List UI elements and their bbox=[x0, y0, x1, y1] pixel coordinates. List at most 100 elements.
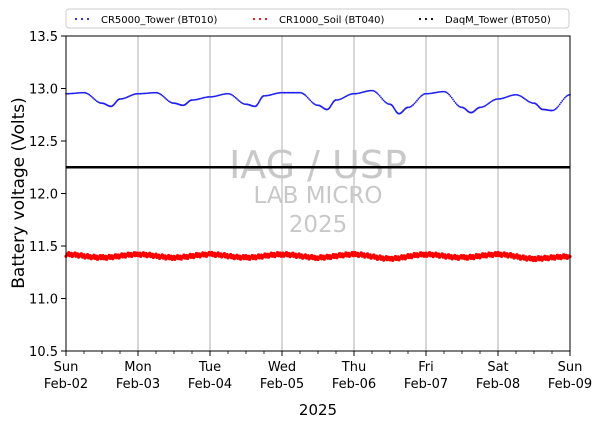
series-0-point bbox=[385, 101, 388, 104]
series-0-point bbox=[137, 92, 139, 95]
series-1-point bbox=[144, 251, 148, 256]
series-0-point bbox=[351, 92, 354, 95]
series-0-point bbox=[295, 91, 298, 94]
series-0-point bbox=[531, 102, 534, 104]
series-0-point bbox=[81, 91, 84, 94]
series-0-point bbox=[515, 93, 517, 96]
series-0-point bbox=[77, 91, 80, 94]
series-0-point bbox=[413, 102, 416, 105]
x-tick-label: Feb-02 bbox=[44, 377, 88, 392]
x-tick-label: Feb-06 bbox=[332, 377, 376, 392]
series-0-point bbox=[446, 92, 449, 95]
series-1-point bbox=[163, 254, 167, 258]
series-1-point bbox=[235, 253, 239, 257]
series-0-point bbox=[525, 99, 528, 101]
series-0-point bbox=[419, 95, 422, 98]
series-0-point bbox=[76, 92, 79, 94]
series-1-point bbox=[511, 253, 515, 257]
series-0-point bbox=[521, 96, 524, 99]
series-0-point bbox=[142, 92, 145, 95]
series-1-point bbox=[362, 252, 366, 256]
x-tick-label: Feb-08 bbox=[476, 377, 520, 392]
series-1-point bbox=[440, 252, 444, 256]
series-0-point bbox=[90, 95, 93, 98]
legend-marker-2 bbox=[418, 17, 422, 21]
series-0-point bbox=[93, 98, 96, 101]
series-0-point bbox=[297, 91, 300, 94]
series-0-point bbox=[95, 100, 98, 103]
series-0-point bbox=[209, 96, 211, 98]
series-0-point bbox=[305, 95, 308, 98]
series-0-point bbox=[513, 93, 516, 96]
series-0-point bbox=[353, 92, 355, 95]
series-1-point bbox=[231, 253, 235, 258]
x-tick-day: Mon bbox=[124, 360, 151, 375]
series-0-point bbox=[457, 104, 460, 107]
series-0-point bbox=[80, 91, 83, 94]
series-0-point bbox=[524, 98, 526, 100]
series-0-point bbox=[89, 94, 92, 97]
series-0-point bbox=[164, 97, 166, 99]
series-1-point bbox=[225, 252, 229, 257]
series-0-point bbox=[296, 91, 299, 94]
x-tick-label: Feb-09 bbox=[548, 377, 592, 392]
series-1-point bbox=[449, 254, 453, 258]
series-0-point bbox=[495, 98, 498, 101]
series-0-point bbox=[304, 94, 307, 96]
series-0-point bbox=[380, 96, 382, 99]
series-0-point bbox=[449, 95, 452, 98]
y-tick-label: 13.5 bbox=[29, 30, 58, 45]
watermark-line-2: LAB MICRO bbox=[254, 183, 383, 209]
series-1-point bbox=[160, 253, 164, 257]
series-0-point bbox=[286, 91, 289, 94]
series-0-point bbox=[119, 98, 121, 100]
legend-box bbox=[65, 8, 570, 29]
series-1-point bbox=[446, 253, 451, 257]
x-tick-label: Feb-03 bbox=[116, 377, 160, 392]
series-1-point bbox=[222, 251, 226, 256]
series-0-point bbox=[284, 91, 287, 94]
series-0-point bbox=[485, 104, 488, 106]
watermark: IAG / USP LAB MICRO 2025 bbox=[229, 143, 407, 238]
series-0-point bbox=[382, 99, 385, 102]
series-0-point bbox=[148, 92, 151, 94]
y-axis-title: Battery voltage (Volts) bbox=[9, 97, 29, 288]
y-tick-label: 11.0 bbox=[29, 293, 58, 308]
series-0-point bbox=[455, 103, 458, 106]
x-tick-day: Sun bbox=[54, 360, 79, 375]
series-1-point bbox=[368, 253, 372, 257]
legend-marker-1 bbox=[258, 17, 262, 21]
series-0-point bbox=[421, 94, 424, 97]
legend-marker-0 bbox=[86, 17, 90, 21]
series-0-point bbox=[162, 95, 165, 98]
series-1-point bbox=[297, 252, 301, 256]
series-0-point bbox=[558, 103, 561, 106]
series-0-point bbox=[238, 100, 241, 103]
series-0-point bbox=[376, 92, 379, 95]
gridlines bbox=[137, 36, 499, 351]
legend-marker-2 bbox=[424, 17, 428, 21]
series-0-point bbox=[153, 91, 156, 94]
series-0-point bbox=[554, 107, 557, 110]
series-1-point bbox=[154, 252, 158, 256]
series-1 bbox=[64, 250, 572, 263]
x-tick-day: Wed bbox=[268, 360, 296, 375]
series-0-point bbox=[309, 99, 312, 102]
series-0-point bbox=[497, 98, 499, 100]
series-1-point bbox=[437, 252, 441, 256]
series-0-point bbox=[417, 98, 420, 100]
series-0-point bbox=[135, 92, 138, 95]
series-0-point bbox=[378, 95, 381, 97]
legend: CR5000_Tower (BT010) CR1000_Soil (BT040) D… bbox=[65, 8, 570, 29]
series-0-point bbox=[66, 92, 69, 95]
series-0-point bbox=[484, 104, 487, 107]
series-0-point bbox=[556, 106, 559, 109]
y-tick-label: 10.5 bbox=[29, 345, 58, 360]
series-0-point bbox=[308, 98, 310, 100]
series-0-point bbox=[291, 91, 294, 94]
series-0-point bbox=[440, 90, 443, 93]
series-1-point bbox=[219, 252, 223, 256]
series-1-point bbox=[518, 254, 522, 258]
